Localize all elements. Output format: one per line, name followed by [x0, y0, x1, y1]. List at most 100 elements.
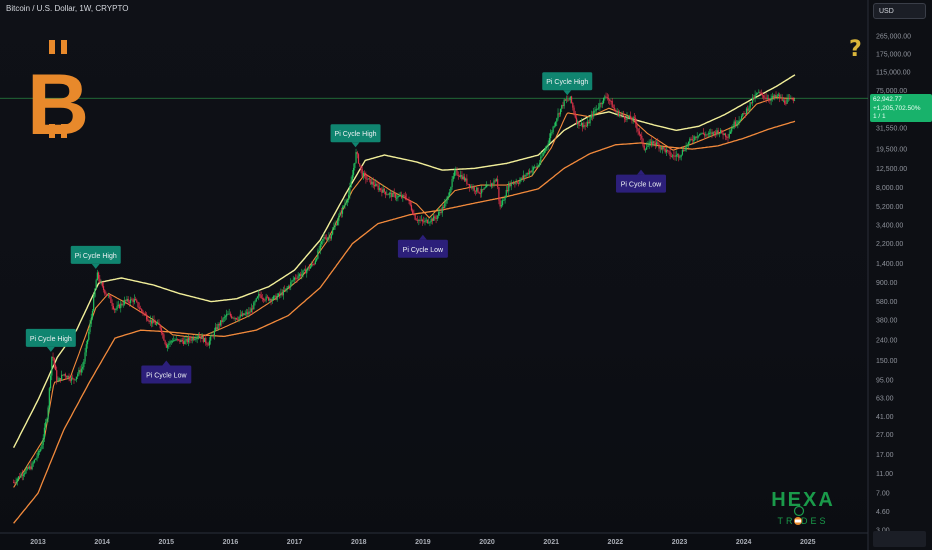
candle-body [763, 95, 765, 98]
candle-body [485, 185, 488, 188]
candle-body [301, 273, 303, 276]
candle-body [524, 175, 526, 177]
candle-body [213, 330, 215, 337]
candle-body [94, 288, 96, 297]
candle-body [412, 210, 414, 215]
candle-body [780, 97, 782, 99]
pi-cycle-high-label[interactable]: Pi Cycle High [330, 124, 381, 148]
candle-body [38, 451, 41, 452]
candle-body [648, 142, 650, 146]
candle-body [186, 339, 188, 343]
y-tick-label: 115,000.00 [876, 70, 911, 77]
candle-body [190, 339, 192, 341]
candle-body [716, 130, 718, 135]
candle-body [690, 138, 692, 140]
candle-body [323, 237, 325, 240]
candle-body [726, 136, 728, 138]
candle-body [48, 388, 50, 408]
candle-body [568, 99, 570, 101]
y-tick-label: 12,500.00 [876, 166, 907, 173]
pi-cycle-low-label[interactable]: Pi Cycle Low [141, 360, 192, 384]
candle-body [414, 214, 416, 220]
candle-body [696, 136, 698, 138]
candle-body [404, 195, 406, 199]
candle-body [313, 263, 315, 265]
candle-body [493, 180, 495, 184]
candle-body [546, 145, 548, 148]
candle-body [20, 474, 22, 478]
candle-body [419, 219, 421, 221]
axis-settings-button[interactable] [873, 531, 926, 547]
candle-body [708, 133, 711, 134]
candle-body [439, 212, 441, 213]
candle-body [461, 174, 463, 180]
candle-body [712, 131, 714, 135]
pi-cycle-high-label[interactable]: Pi Cycle High [70, 245, 121, 269]
candle-body [376, 183, 378, 186]
candle-body [89, 323, 91, 332]
candle-body [479, 193, 482, 195]
candle-body [155, 323, 158, 325]
candle-body [275, 295, 277, 300]
candle-body [447, 196, 450, 198]
candle-body [372, 181, 374, 185]
candle-body [611, 101, 613, 108]
candle-body [239, 314, 241, 317]
candle-body [430, 218, 432, 222]
candle-body [401, 195, 403, 198]
candle-body [482, 189, 484, 190]
candle-body [467, 183, 469, 185]
candle-body [361, 169, 363, 177]
candle-body [569, 96, 571, 100]
candle-body [359, 163, 361, 166]
pi-cycle-low-label[interactable]: Pi Cycle Low [397, 234, 448, 258]
candle-body [17, 476, 20, 479]
candle-body [402, 195, 404, 198]
candle-body [405, 198, 408, 200]
candle-body [727, 137, 729, 139]
candle-body [750, 102, 752, 104]
currency-selector[interactable]: USD [873, 3, 926, 19]
candle-body [295, 277, 297, 279]
y-tick-label: 175,000.00 [876, 51, 911, 58]
candle-body [632, 117, 634, 121]
candle-body [563, 99, 565, 107]
candle-body [501, 200, 504, 206]
candle-body [146, 314, 148, 320]
pi-cycle-high-label[interactable]: Pi Cycle High [25, 328, 76, 352]
candle-body [115, 309, 117, 310]
candle-body [62, 374, 64, 376]
candle-body [63, 374, 65, 375]
candle-body [397, 196, 399, 198]
candle-body [429, 221, 431, 223]
candle-body [261, 298, 264, 299]
candle-body [635, 118, 637, 124]
pi-cycle-high-label[interactable]: Pi Cycle High [542, 72, 593, 96]
candle-body [785, 103, 787, 105]
candle-body [127, 298, 129, 302]
candle-body [78, 370, 80, 375]
candle-body [75, 376, 78, 380]
candle-body [483, 188, 485, 190]
candle-body [174, 340, 176, 342]
candle-body [487, 185, 489, 187]
candle-body [160, 328, 163, 334]
candle-body [340, 212, 342, 214]
candle-body [371, 181, 373, 185]
candle-body [158, 322, 160, 325]
candle-body [355, 152, 357, 163]
candle-body [504, 197, 506, 201]
candle-body [770, 98, 772, 101]
candle-body [442, 206, 445, 209]
candle-body [43, 427, 46, 439]
candle-body [114, 309, 116, 310]
candle-body [637, 128, 639, 132]
pi-cycle-low-label[interactable]: Pi Cycle Low [616, 169, 667, 193]
candle-body [399, 195, 401, 197]
candle-body [606, 97, 608, 99]
current-price-change: +1,205,702.50% [873, 104, 921, 112]
candle-body [550, 133, 552, 139]
candle-body [638, 131, 640, 135]
candle-body [166, 344, 169, 348]
